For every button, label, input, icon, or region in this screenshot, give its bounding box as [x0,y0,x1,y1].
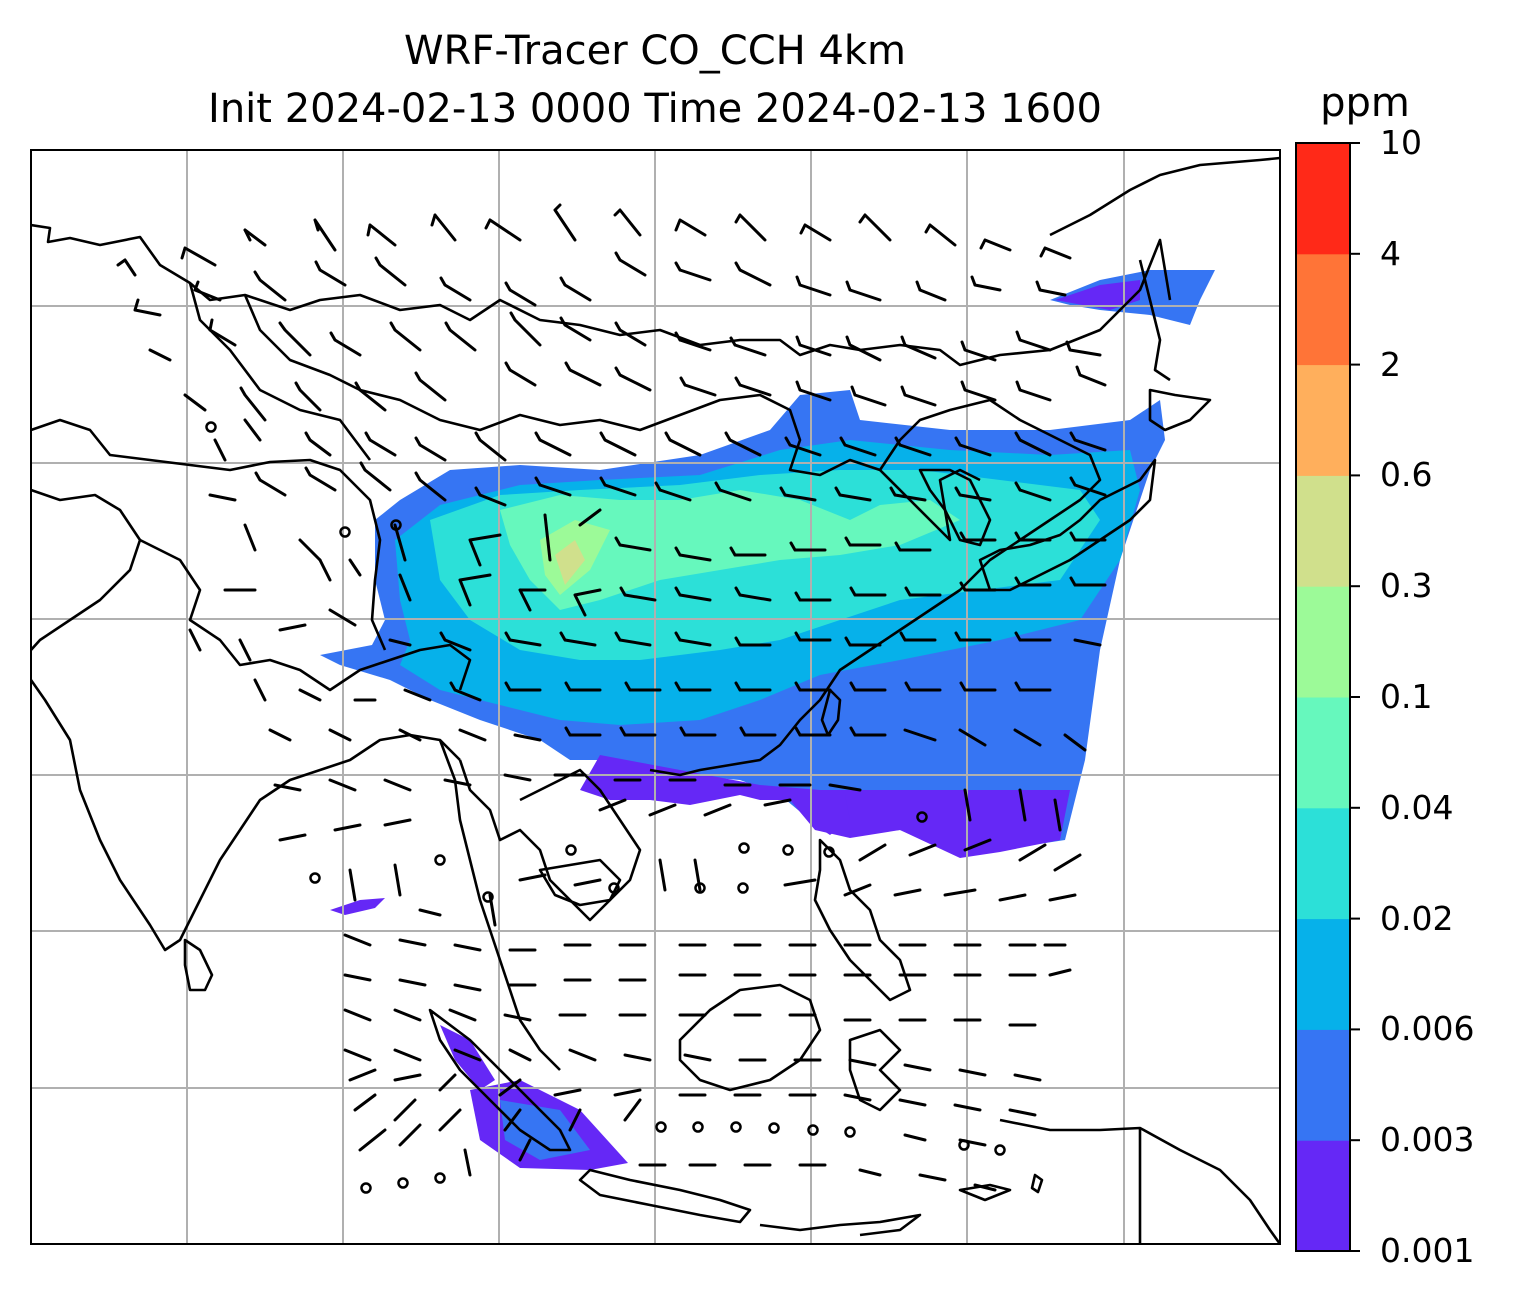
new-guinea [999,1118,1280,1244]
myanmar-coast [438,739,561,1071]
calm-markers [205,421,1006,1194]
coastlines [31,156,1280,1244]
small-island [1030,1173,1044,1194]
colorbar-segment [1296,143,1350,255]
sumatra [428,1008,572,1152]
plume-green [500,490,960,610]
colorbar-segment [1296,1029,1350,1141]
colorbar-segment [1296,253,1350,366]
borneo [678,983,822,1092]
cambodia [538,858,622,907]
map-frame [30,149,1281,1245]
colorbar-tick-label: 0.003 [1380,1120,1475,1160]
plume-andaman [330,898,385,915]
philippines [813,838,912,1002]
plume-small [815,795,850,835]
colorbar-segment [1296,364,1350,476]
india-coast [31,679,461,952]
plume-sumatra [440,1025,495,1090]
colorbar-ticks [1350,142,1360,1252]
taiwan [820,688,842,737]
wind-barbs [116,203,1107,1192]
japan [978,458,1157,592]
colorbar-segment [1296,918,1350,1030]
sakhalin [1138,259,1171,382]
hokkaido [1148,388,1212,432]
colorbar-tick-label: 10 [1380,123,1422,162]
colorbar [1296,143,1350,1252]
lesser-sunda [759,1213,922,1237]
map-title-line1: WRF-Tracer CO_CCH 4km [403,28,907,74]
map-panel [31,150,1280,1244]
sulawesi [848,1028,902,1112]
china-nw [188,282,372,461]
plume-yellow [555,540,585,585]
tracer-shading [320,270,1215,1170]
colorbar-segment [1296,586,1350,698]
colorbar-segment [1296,697,1350,809]
colorbar-segment [1296,475,1350,587]
colorbar-tick-label: 0.3 [1380,566,1433,606]
colorbar-unit-label: ppm [1320,80,1410,126]
pakistan-border [139,538,472,692]
java [578,1168,752,1224]
colorbar-segment [1296,1140,1350,1252]
china-inner-border [879,468,981,542]
sri-lanka [183,938,214,992]
russia-border [31,223,1172,367]
map-title-line2: Init 2024-02-13 0000 Time 2024-02-13 160… [208,86,1102,132]
okhotsk-coast [1049,156,1280,237]
colorbar-tick-label: 2 [1380,344,1401,384]
colorbar-segment [1296,807,1350,920]
colorbar-tick-label: 4 [1380,233,1401,273]
colorbar-tick-label: 0.001 [1380,1231,1475,1270]
gridlines [31,150,1280,1244]
china-coast [649,398,1102,777]
plume-ne-edge [1055,280,1140,310]
korea [918,468,992,547]
indochina [458,759,642,922]
central-asia-border [31,418,387,651]
colorbar-tick-label: 0.006 [1380,1009,1475,1049]
colorbar-tick-label: 0.1 [1380,677,1433,716]
colorbar-tick-label: 0.6 [1380,455,1433,495]
colorbar-tick-label: 0.02 [1380,898,1454,938]
colorbar-tick-label: 0.04 [1380,787,1454,827]
afghan-border [31,488,142,651]
